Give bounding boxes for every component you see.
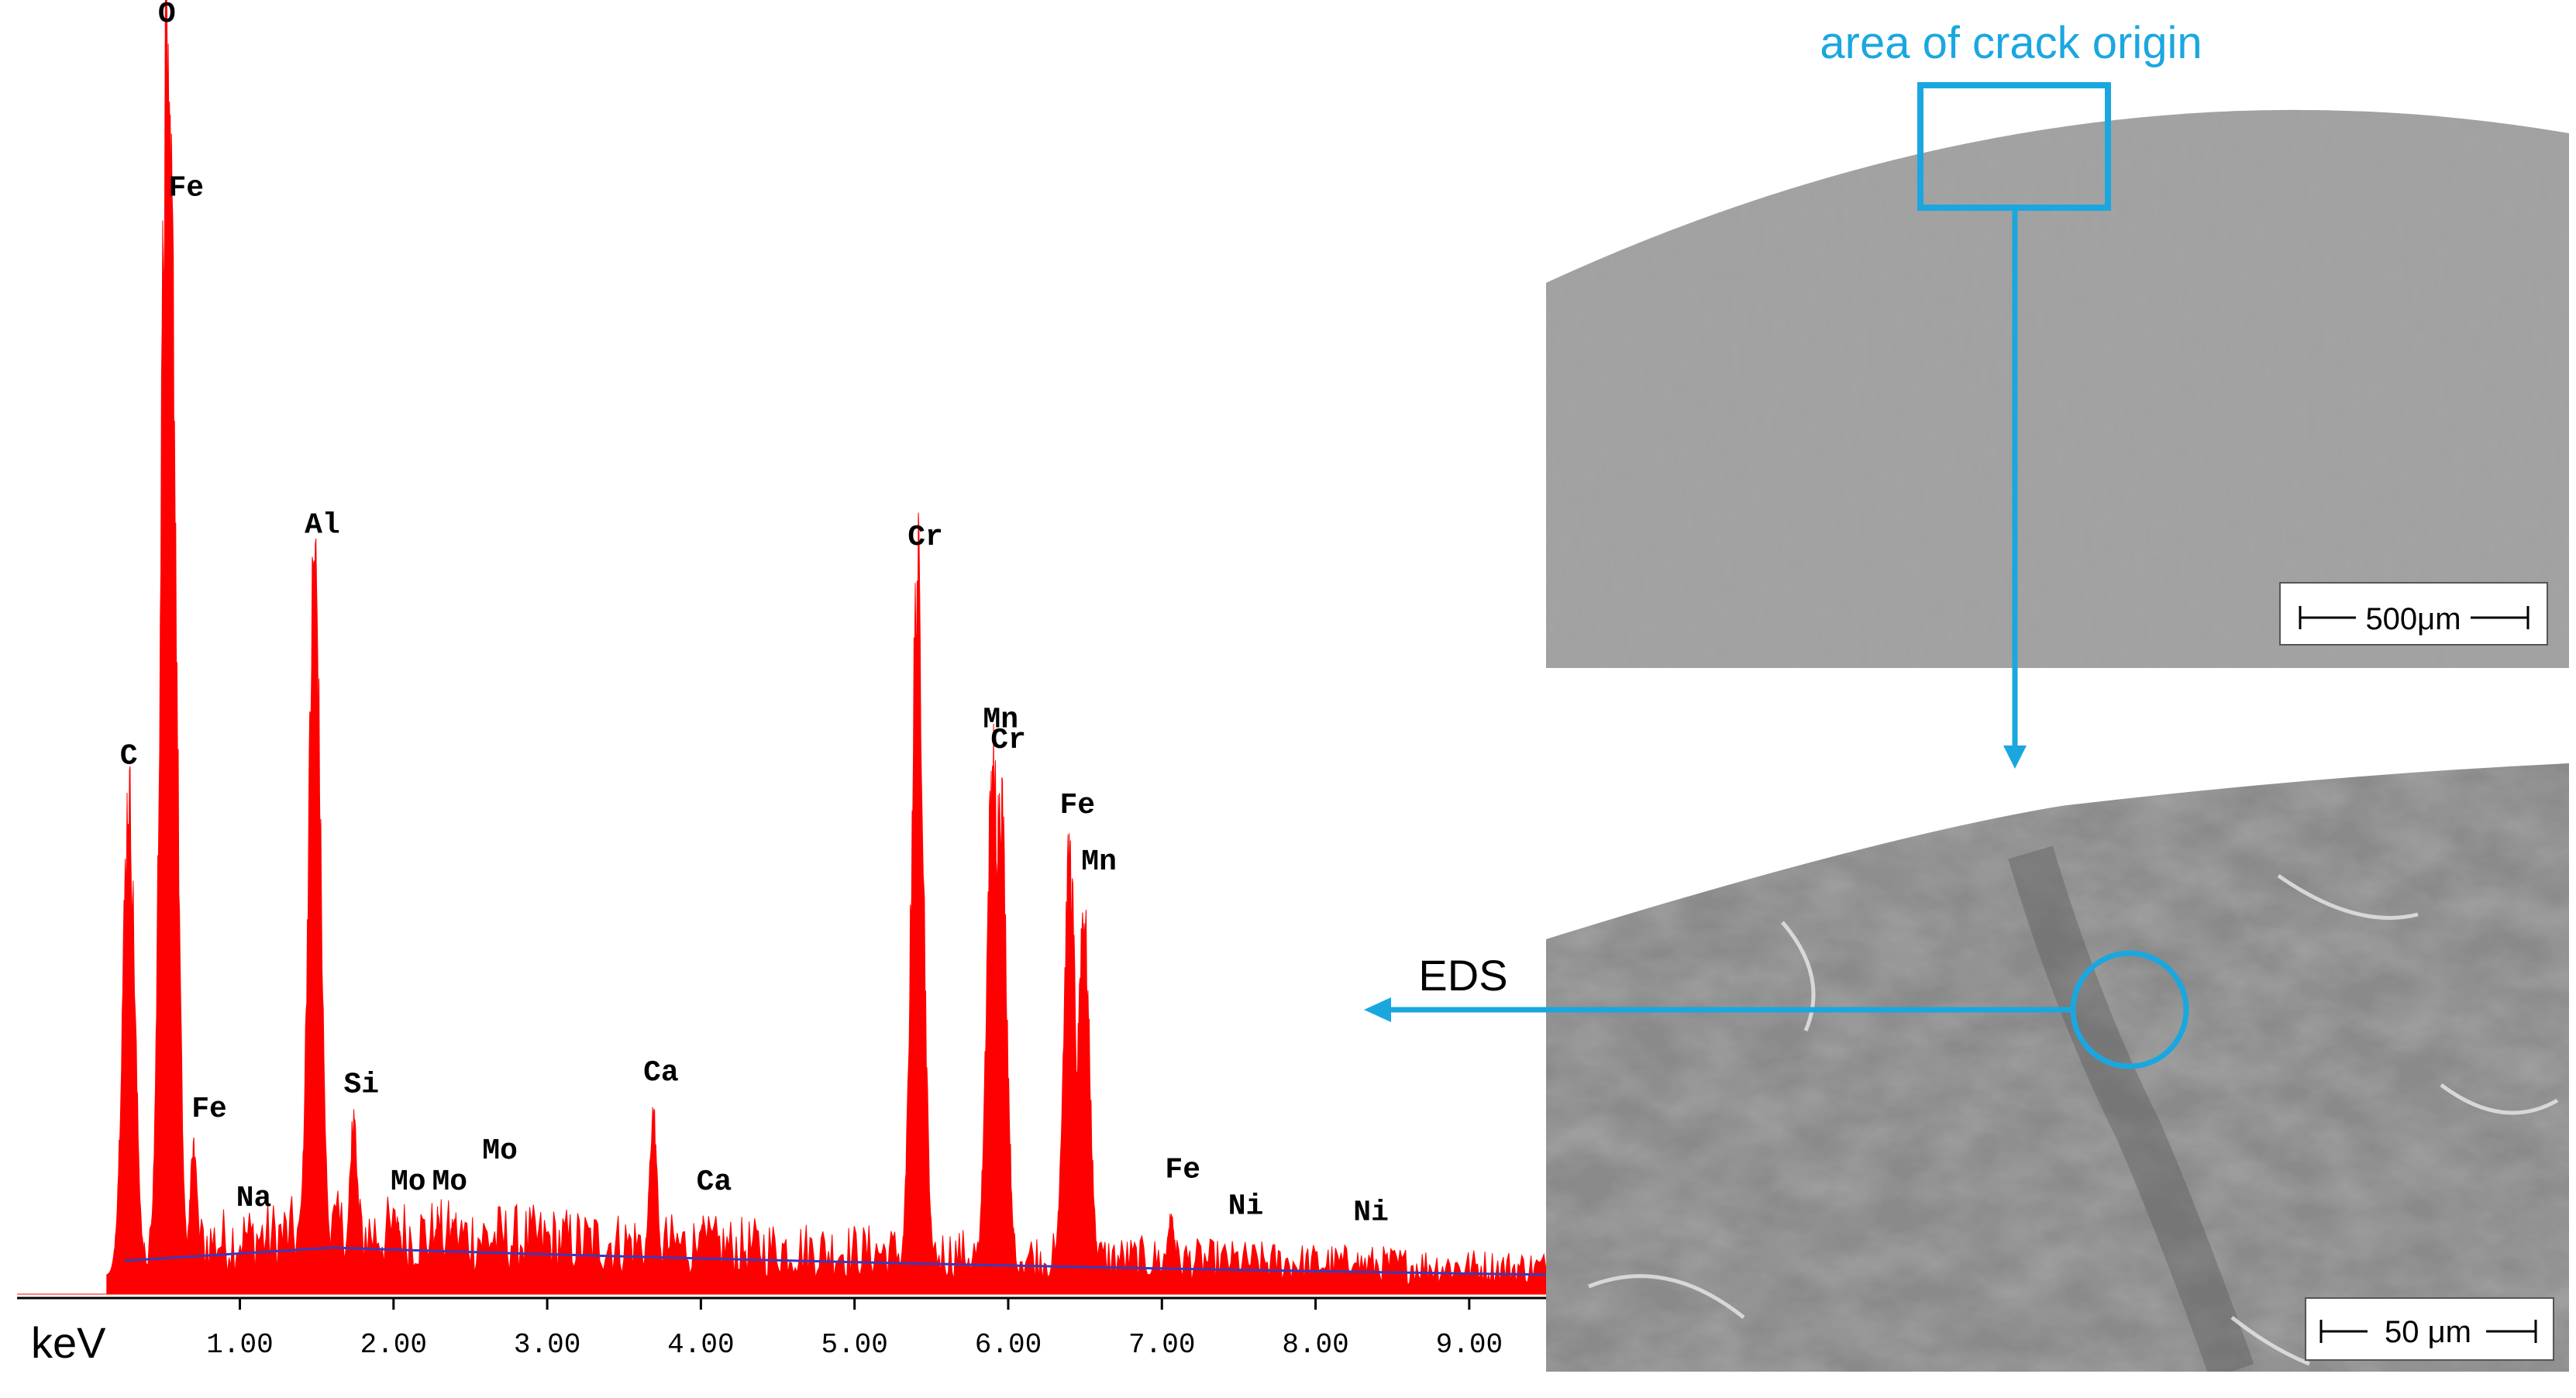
- eds-arrow-head: [1364, 997, 1391, 1022]
- peak-label-na-4: Na: [236, 1182, 272, 1215]
- peak-label-mn-13: Mn: [983, 704, 1018, 737]
- peak-label-fe-15: Fe: [1059, 789, 1095, 822]
- peak-si-6: [339, 1109, 368, 1295]
- peak-label-fe-2: Fe: [168, 172, 204, 205]
- zoom-arrow-head: [2003, 745, 2027, 769]
- peak-label-fe-3: Fe: [191, 1093, 227, 1126]
- peak-label-mo-9: Mo: [482, 1135, 518, 1168]
- peak-na-4: [231, 1231, 261, 1295]
- x-tick-label-7: 8.00: [1282, 1329, 1348, 1361]
- background-fit-line: [124, 1246, 1547, 1276]
- scale-bar-overview: 500μm: [2279, 582, 2548, 646]
- peak-mo-7: [382, 1216, 412, 1295]
- peak-label-ni-19: Ni: [1353, 1196, 1389, 1229]
- peak-ni-19: [1341, 1262, 1370, 1295]
- peak-cr-12: [895, 512, 940, 1295]
- x-tick-label-1: 2.00: [360, 1329, 427, 1361]
- x-tick-label-3: 4.00: [667, 1329, 734, 1361]
- x-tick-label-6: 7.00: [1128, 1329, 1195, 1361]
- peak-mn-16: [1061, 909, 1107, 1295]
- peak-label-fe-17: Fe: [1165, 1153, 1200, 1186]
- peak-label-cr-12: Cr: [907, 521, 943, 554]
- sem-image-overview: 500μm area of crack origin: [1546, 18, 2569, 769]
- eds-label: EDS: [1418, 951, 1507, 1000]
- x-axis-unit: keV: [31, 1318, 106, 1367]
- peak-mo-9: [439, 1218, 468, 1295]
- x-tick-label-2: 3.00: [514, 1329, 580, 1361]
- peak-fe-2: [148, 114, 194, 1295]
- peak-label-mo-7: Mo: [391, 1166, 426, 1199]
- peak-label-ca-11: Ca: [697, 1166, 732, 1199]
- x-tick-label-5: 6.00: [975, 1329, 1042, 1361]
- eds-spectrum: 1.00 2.00 3.00 4.00 5.00 6.00 7.00 8.00 9.00 C O F…: [17, 0, 1547, 1367]
- x-tick-label-0: 1.00: [206, 1329, 273, 1361]
- peak-label-ca-10: Ca: [643, 1056, 679, 1090]
- peak-ni-18: [1219, 1255, 1249, 1295]
- peak-c-0: [106, 766, 152, 1295]
- x-tick-label-4: 5.00: [821, 1329, 887, 1361]
- scale-label-overview: 500μm: [2365, 602, 2461, 636]
- crack-origin-label: area of crack origin: [1820, 18, 2202, 68]
- peak-label-al-5: Al: [305, 508, 340, 542]
- peak-label-c-0: C: [120, 740, 138, 773]
- peak-label-ni-18: Ni: [1228, 1190, 1264, 1224]
- peak-label-cr-14: Cr: [990, 724, 1026, 757]
- peak-label-mn-16: Mn: [1081, 845, 1117, 879]
- peak-ca-10: [639, 1107, 668, 1295]
- scale-bar-detail: 50 μm: [2305, 1297, 2554, 1361]
- peak-label-si-6: Si: [343, 1069, 379, 1102]
- peak-label-o-1: O: [158, 0, 176, 31]
- peak-fe-17: [1156, 1214, 1186, 1295]
- peak-ca-11: [687, 1220, 717, 1295]
- x-tick-label-8: 9.00: [1436, 1329, 1503, 1361]
- peak-label-mo-8: Mo: [432, 1166, 467, 1199]
- peak-cr-14: [978, 776, 1023, 1295]
- scale-label-detail: 50 μm: [2385, 1315, 2471, 1349]
- peak-al-5: [292, 538, 337, 1295]
